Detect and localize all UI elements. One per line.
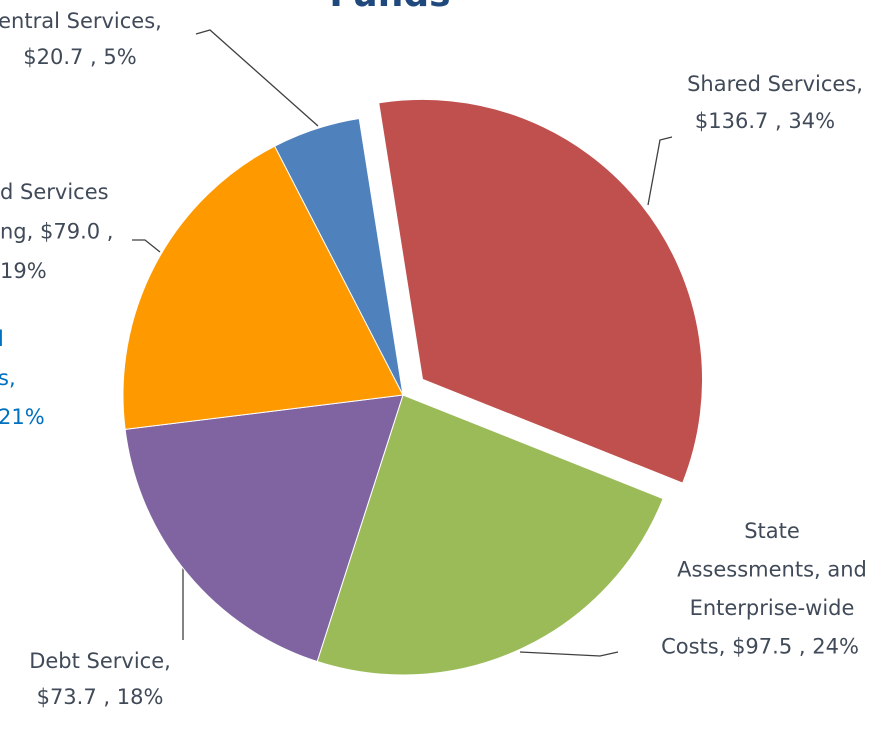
- pie-slice: [316, 394, 664, 676]
- data-label: $136.7 , 34%: [695, 109, 835, 133]
- pie-slice: [273, 117, 404, 396]
- data-label: 19%: [0, 259, 47, 283]
- data-label: Debt Service,: [29, 649, 171, 673]
- leader-line: [647, 136, 673, 206]
- data-label: entral Services,: [0, 9, 162, 33]
- annotation: 21%: [0, 405, 45, 429]
- annotation: s,: [0, 366, 16, 390]
- data-label: $73.7 , 18%: [37, 685, 164, 709]
- pie-slice: [378, 98, 704, 484]
- data-label: d Services: [0, 180, 109, 204]
- data-label: Enterprise-wide: [690, 596, 855, 620]
- data-label: ng, $79.0 ,: [0, 220, 113, 244]
- data-label: $20.7 , 5%: [23, 45, 136, 69]
- pie-slice: [124, 394, 404, 663]
- annotation: l: [0, 327, 4, 351]
- chart-title: Funds: [329, 0, 450, 15]
- data-label: Costs, $97.5 , 24%: [661, 635, 859, 659]
- leader-line: [132, 239, 161, 253]
- leader-line: [195, 29, 319, 127]
- leader-line: [519, 651, 619, 657]
- data-label: State: [744, 519, 800, 543]
- data-label: Shared Services,: [687, 72, 863, 96]
- data-label: Assessments, and: [677, 558, 867, 582]
- pie-slice: [122, 145, 404, 430]
